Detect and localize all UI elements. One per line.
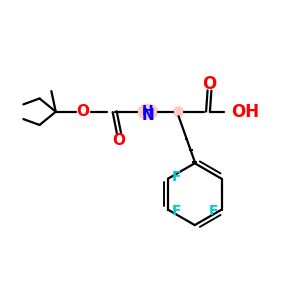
Text: O: O	[112, 133, 126, 148]
Text: O: O	[202, 75, 217, 93]
Text: F: F	[172, 204, 181, 218]
Text: F: F	[208, 204, 218, 218]
Ellipse shape	[173, 106, 184, 117]
Text: F: F	[172, 170, 181, 184]
Ellipse shape	[137, 103, 158, 120]
Text: N: N	[141, 108, 154, 123]
Text: H: H	[142, 104, 154, 118]
Text: OH: OH	[232, 103, 260, 121]
Text: O: O	[76, 104, 89, 119]
